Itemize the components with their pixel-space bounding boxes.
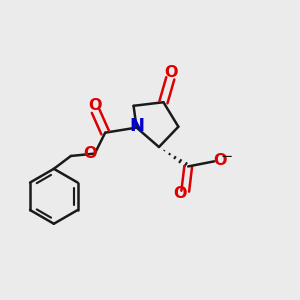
Text: −: − <box>220 149 232 164</box>
Text: O: O <box>83 146 97 161</box>
Text: O: O <box>213 153 226 168</box>
Text: O: O <box>173 186 187 201</box>
Text: O: O <box>164 65 178 80</box>
Text: O: O <box>88 98 101 113</box>
Text: N: N <box>129 117 144 135</box>
